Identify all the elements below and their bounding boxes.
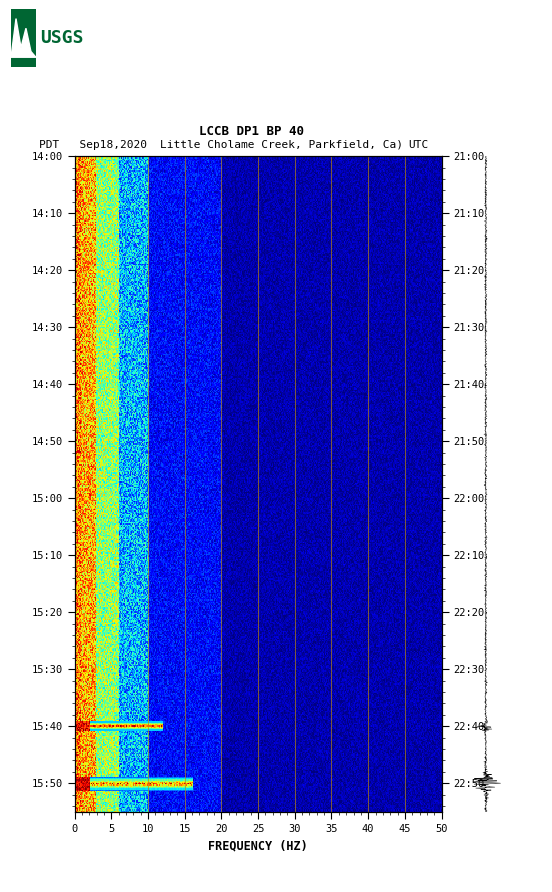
Text: Little Cholame Creek, Parkfield, Ca): Little Cholame Creek, Parkfield, Ca) xyxy=(160,140,403,150)
Text: UTC: UTC xyxy=(408,140,429,150)
Text: PDT   Sep18,2020: PDT Sep18,2020 xyxy=(39,140,147,150)
FancyBboxPatch shape xyxy=(11,9,36,67)
X-axis label: FREQUENCY (HZ): FREQUENCY (HZ) xyxy=(208,839,308,852)
Polygon shape xyxy=(11,19,36,57)
Text: USGS: USGS xyxy=(40,29,83,47)
Text: LCCB DP1 BP 40: LCCB DP1 BP 40 xyxy=(199,125,304,138)
